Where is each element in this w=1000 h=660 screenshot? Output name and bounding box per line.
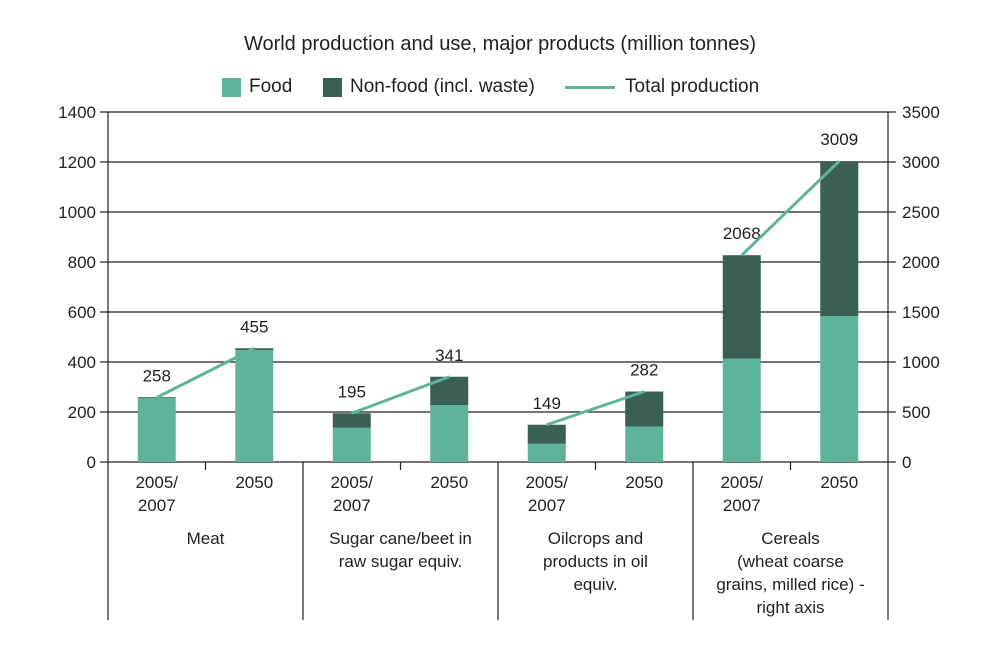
bar-nonfood xyxy=(332,413,371,428)
legend-swatch-food xyxy=(222,77,241,97)
total-production-line xyxy=(351,375,450,415)
group-label: equiv. xyxy=(573,575,617,594)
bar-food xyxy=(137,397,176,462)
bar-nonfood xyxy=(527,424,566,444)
bar-food xyxy=(430,405,469,462)
group-label: Sugar cane/beet in xyxy=(329,529,472,548)
right-axis-tick-label: 0 xyxy=(902,453,911,472)
legend-line-total-production xyxy=(565,85,615,89)
left-axis-tick-label: 800 xyxy=(68,253,96,272)
right-axis-tick-label: 2000 xyxy=(902,253,940,272)
total-production-line xyxy=(546,390,645,427)
group-label: products in oil xyxy=(543,552,648,571)
total-value-label: 258 xyxy=(143,367,171,386)
legend-item-food: Food xyxy=(222,74,292,100)
total-value-label: 195 xyxy=(338,382,366,401)
bar-food xyxy=(722,358,761,462)
bar-nonfood xyxy=(820,161,859,316)
legend-label-food: Food xyxy=(249,76,293,97)
right-axis-tick-label: 500 xyxy=(902,403,930,422)
bar-food xyxy=(527,443,566,462)
bar-food xyxy=(332,427,371,462)
x-tick-label: 2050 xyxy=(625,473,663,492)
legend-label-total-production: Total production xyxy=(625,76,760,97)
group-label: Oilcrops and xyxy=(548,529,643,548)
left-axis-tick-label: 1000 xyxy=(58,203,96,222)
group-label: Cereals xyxy=(761,529,820,548)
group-label: grains, milled rice) - xyxy=(716,575,864,594)
legend-swatch-nonfood xyxy=(323,77,342,97)
x-tick-label: 2007 xyxy=(138,496,176,515)
total-value-label: 282 xyxy=(630,361,658,380)
chart-title: World production and use, major products… xyxy=(243,33,757,55)
right-axis-tick-label: 3500 xyxy=(902,103,940,122)
group-label: Meat xyxy=(187,529,225,548)
x-tick-label: 2005/ xyxy=(135,473,178,492)
x-tick-label: 2050 xyxy=(820,473,858,492)
left-axis-tick-label: 600 xyxy=(68,303,96,322)
bar-food xyxy=(625,426,664,462)
bar-nonfood xyxy=(722,255,761,359)
x-tick-label: 2050 xyxy=(235,473,273,492)
bar-food xyxy=(235,350,274,462)
x-tick-label: 2007 xyxy=(333,496,371,515)
total-production-line xyxy=(156,346,255,399)
legend-item-nonfood: Non-food (incl. waste) xyxy=(323,74,535,100)
left-axis-tick-label: 400 xyxy=(68,353,96,372)
legend: Food Non-food (incl. waste) Total produc… xyxy=(0,74,1000,100)
total-production-line xyxy=(740,160,841,257)
x-tick-label: 2007 xyxy=(528,496,566,515)
right-axis-tick-label: 1000 xyxy=(902,353,940,372)
total-value-label: 341 xyxy=(435,346,463,365)
total-value-label: 3009 xyxy=(820,130,858,149)
total-value-label: 2068 xyxy=(723,224,761,243)
total-value-label: 455 xyxy=(240,317,268,336)
right-axis-tick-label: 3000 xyxy=(902,153,940,172)
group-label: (wheat coarse xyxy=(737,552,844,571)
x-tick-label: 2005/ xyxy=(720,473,763,492)
right-axis-tick-label: 1500 xyxy=(902,303,940,322)
left-axis-tick-label: 0 xyxy=(87,453,96,472)
left-axis-tick-label: 1400 xyxy=(58,103,96,122)
left-axis-tick-label: 1200 xyxy=(58,153,96,172)
x-tick-label: 2007 xyxy=(723,496,761,515)
x-tick-label: 2050 xyxy=(430,473,468,492)
group-label: raw sugar equiv. xyxy=(339,552,462,571)
group-label: right axis xyxy=(756,598,824,617)
total-value-label: 149 xyxy=(533,394,561,413)
left-axis-tick-label: 200 xyxy=(68,403,96,422)
right-axis-tick-label: 2500 xyxy=(902,203,940,222)
x-tick-label: 2005/ xyxy=(330,473,373,492)
legend-label-nonfood: Non-food (incl. waste) xyxy=(350,76,535,97)
bar-food xyxy=(820,316,859,462)
x-tick-label: 2005/ xyxy=(525,473,568,492)
legend-item-total-production: Total production xyxy=(565,74,759,100)
